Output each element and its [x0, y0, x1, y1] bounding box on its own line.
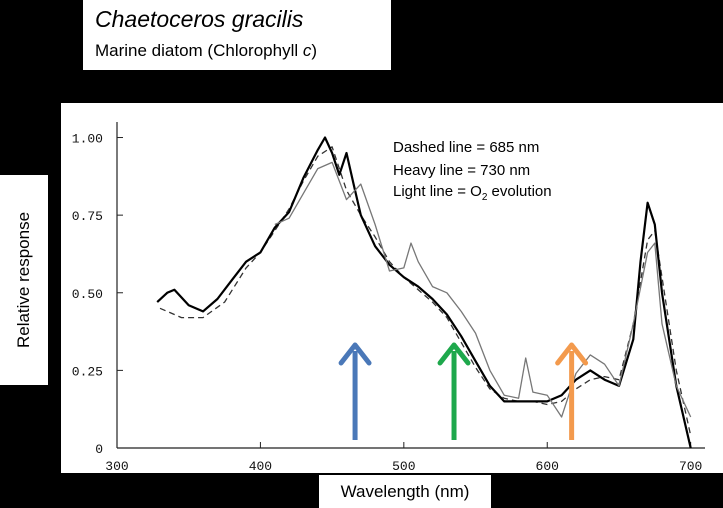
series-line-dashed [159, 146, 692, 436]
legend-light-suffix: evolution [487, 183, 551, 200]
legend-light-main: Light line = O [393, 183, 482, 200]
legend-dashed: Dashed line = 685 nm [393, 139, 539, 156]
y-axis-label-box: Relative response [0, 175, 48, 385]
y-tick-label: 0.25 [72, 364, 103, 379]
x-tick-label: 500 [392, 459, 415, 474]
legend-light-subscript: 2 [482, 192, 488, 203]
y-tick-label: 1.00 [72, 132, 103, 147]
x-axis-label-box: Wavelength (nm) [319, 475, 491, 508]
chart-subtitle: Marine diatom (Chlorophyll c) [95, 41, 317, 61]
series-line-light [274, 161, 692, 418]
arrows-group [338, 342, 589, 440]
ticks: 300 400 500 600 700 0 0.25 0.50 0.75 1.00 [72, 132, 703, 474]
x-tick-label: 400 [249, 459, 272, 474]
chart-title: Chaetoceros gracilis [95, 6, 304, 32]
x-axis-label: Wavelength (nm) [340, 482, 470, 501]
subtitle-suffix: ) [311, 41, 318, 60]
plot-area [61, 103, 723, 473]
series-group [156, 136, 692, 449]
series-line-heavy [156, 136, 692, 449]
legend-heavy: Heavy line = 730 nm [393, 162, 530, 179]
subtitle-prefix: Marine diatom (Chlorophyll [95, 41, 303, 60]
arrow-head-2 [555, 342, 589, 366]
title-box: Chaetoceros gracilis Marine diatom (Chlo… [83, 0, 391, 70]
x-tick-label: 300 [105, 459, 128, 474]
axes [116, 122, 705, 449]
arrow-head-1 [437, 342, 471, 366]
legend: Dashed line = 685 nm Heavy line = 730 nm… [393, 139, 552, 203]
x-tick-label: 700 [679, 459, 702, 474]
subtitle-italic: c [302, 41, 312, 60]
y-tick-label: 0.75 [72, 209, 103, 224]
legend-light: Light line = O2 evolution [393, 183, 552, 203]
x-tick-label: 600 [536, 459, 559, 474]
y-tick-label: 0 [95, 442, 103, 457]
arrow-head-0 [338, 342, 372, 366]
y-tick-label: 0.50 [72, 287, 103, 302]
